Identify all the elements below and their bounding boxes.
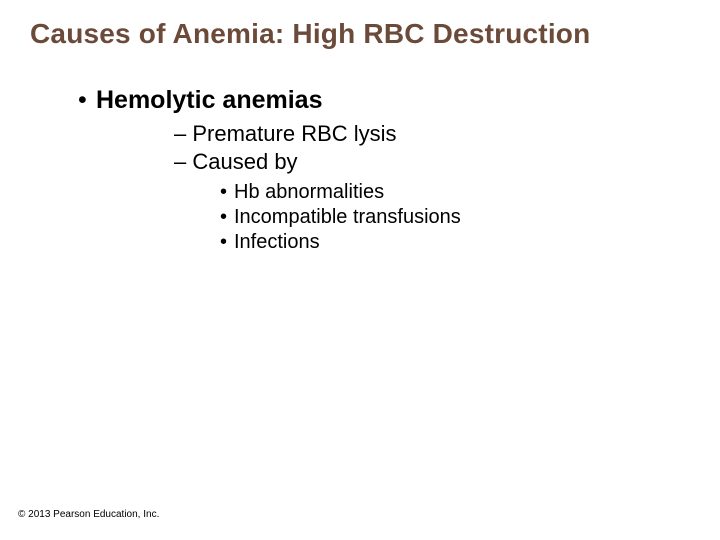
list-item-text: Hemolytic anemias <box>96 86 323 114</box>
list-item: •Hb abnormalities <box>220 181 690 204</box>
list-item-text: Hb abnormalities <box>234 181 384 203</box>
bullet-glyph: • <box>220 206 234 229</box>
list-item-text: Caused by <box>192 149 297 174</box>
copyright-text: © 2013 Pearson Education, Inc. <box>18 509 159 520</box>
bullet-list-level2: – Premature RBC lysis – Caused by •Hb ab… <box>78 121 690 254</box>
bullet-glyph: • <box>78 86 96 115</box>
bullet-list-level1: •Hemolytic anemias – Premature RBC lysis… <box>30 86 690 254</box>
dash-glyph: – <box>174 149 186 174</box>
slide: Causes of Anemia: High RBC Destruction •… <box>0 0 720 540</box>
list-item: – Caused by <box>174 149 690 175</box>
bullet-glyph: • <box>220 231 234 254</box>
list-item: •Incompatible transfusions <box>220 206 690 229</box>
list-item-text: Incompatible transfusions <box>234 206 461 228</box>
dash-glyph: – <box>174 121 186 146</box>
list-item: •Infections <box>220 231 690 254</box>
slide-title: Causes of Anemia: High RBC Destruction <box>30 18 690 50</box>
list-item-text: Infections <box>234 231 320 253</box>
list-item: •Hemolytic anemias <box>78 86 690 115</box>
bullet-glyph: • <box>220 181 234 204</box>
list-item: – Premature RBC lysis <box>174 121 690 147</box>
list-item-text: Premature RBC lysis <box>192 121 396 146</box>
bullet-list-level3: •Hb abnormalities •Incompatible transfus… <box>174 181 690 254</box>
